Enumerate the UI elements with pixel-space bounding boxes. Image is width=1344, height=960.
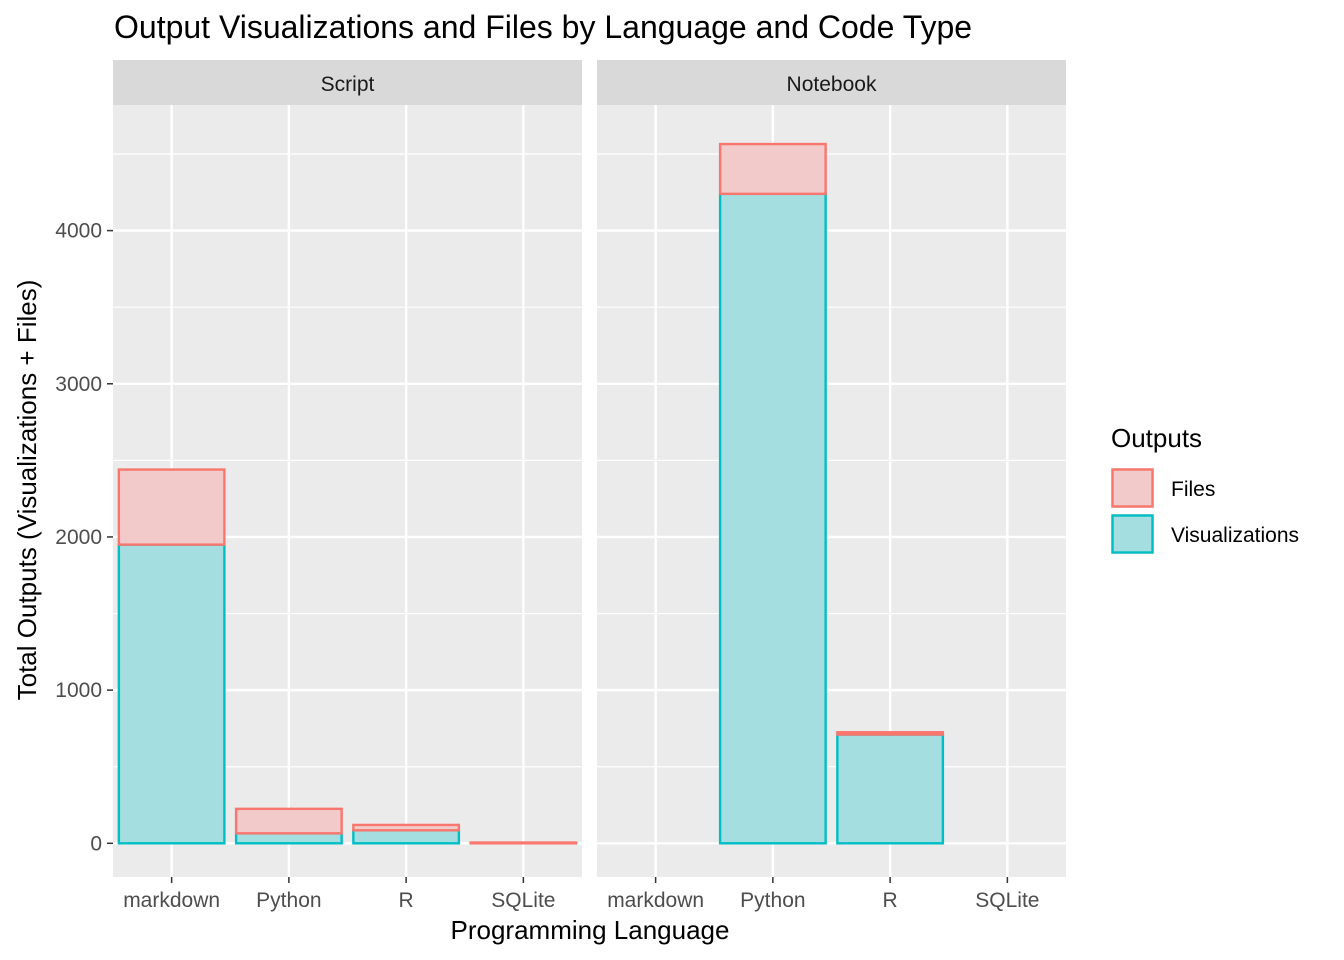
bar-files-r (836, 731, 945, 736)
x-tick-label: R (399, 889, 414, 912)
chart-title: Output Visualizations and Files by Langu… (114, 9, 972, 45)
bar-files-python (718, 142, 827, 196)
bar-visualizations-markdown (117, 543, 226, 845)
y-axis: 0 1000 2000 3000 4000 (55, 220, 113, 855)
facet-strip (597, 60, 1066, 105)
x-tick-label: R (883, 889, 898, 912)
facet-strip-label: Notebook (787, 73, 877, 96)
legend-title: Outputs (1111, 423, 1202, 453)
x-tick-label: Python (256, 889, 321, 912)
x-tick-label: markdown (123, 889, 220, 912)
y-tick-label: 2000 (55, 526, 102, 549)
bar-files-r (352, 823, 461, 832)
x-tick-label: Python (740, 889, 805, 912)
facet-panels: Script markdown Python R SQLite Notebook markd… (113, 60, 1066, 912)
facet-strip (113, 60, 582, 105)
bar-visualizations-python (718, 192, 827, 845)
legend-label-visualizations: Visualizations (1171, 524, 1299, 547)
legend: Outputs Files Visualizations (1111, 423, 1299, 554)
bar-files-sqlite (469, 841, 578, 845)
legend-key-visualizations (1111, 514, 1154, 554)
x-tick-label: SQLite (975, 889, 1039, 912)
y-tick-label: 1000 (55, 679, 102, 702)
x-axis-title: Programming Language (451, 915, 730, 945)
y-axis-title: Total Outputs (Visualizations + Files) (12, 280, 42, 701)
x-tick-label: SQLite (491, 889, 555, 912)
bar-files-markdown (117, 468, 226, 546)
legend-key-files (1111, 468, 1154, 508)
legend-label-files: Files (1171, 478, 1215, 501)
legend-entries: Files Visualizations (1111, 468, 1299, 554)
bar-visualizations-r (836, 733, 945, 845)
bar-visualizations-r (352, 829, 461, 845)
y-tick-label: 4000 (55, 220, 102, 243)
facet-notebook: Notebook markdown Python R SQLite (597, 60, 1066, 912)
y-tick-label: 3000 (55, 373, 102, 396)
y-tick-label: 0 (90, 832, 102, 855)
facet-strip-label: Script (321, 73, 375, 96)
facet-script: Script markdown Python R SQLite (113, 60, 582, 912)
bar-files-python (234, 807, 343, 835)
x-tick-label: markdown (607, 889, 704, 912)
panel-background (597, 105, 1066, 877)
bar-visualizations-python (234, 832, 343, 845)
